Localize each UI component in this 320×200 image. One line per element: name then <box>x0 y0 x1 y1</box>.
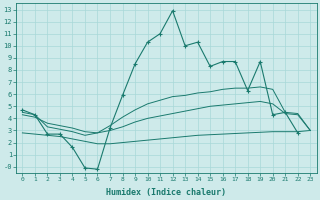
X-axis label: Humidex (Indice chaleur): Humidex (Indice chaleur) <box>106 188 226 197</box>
